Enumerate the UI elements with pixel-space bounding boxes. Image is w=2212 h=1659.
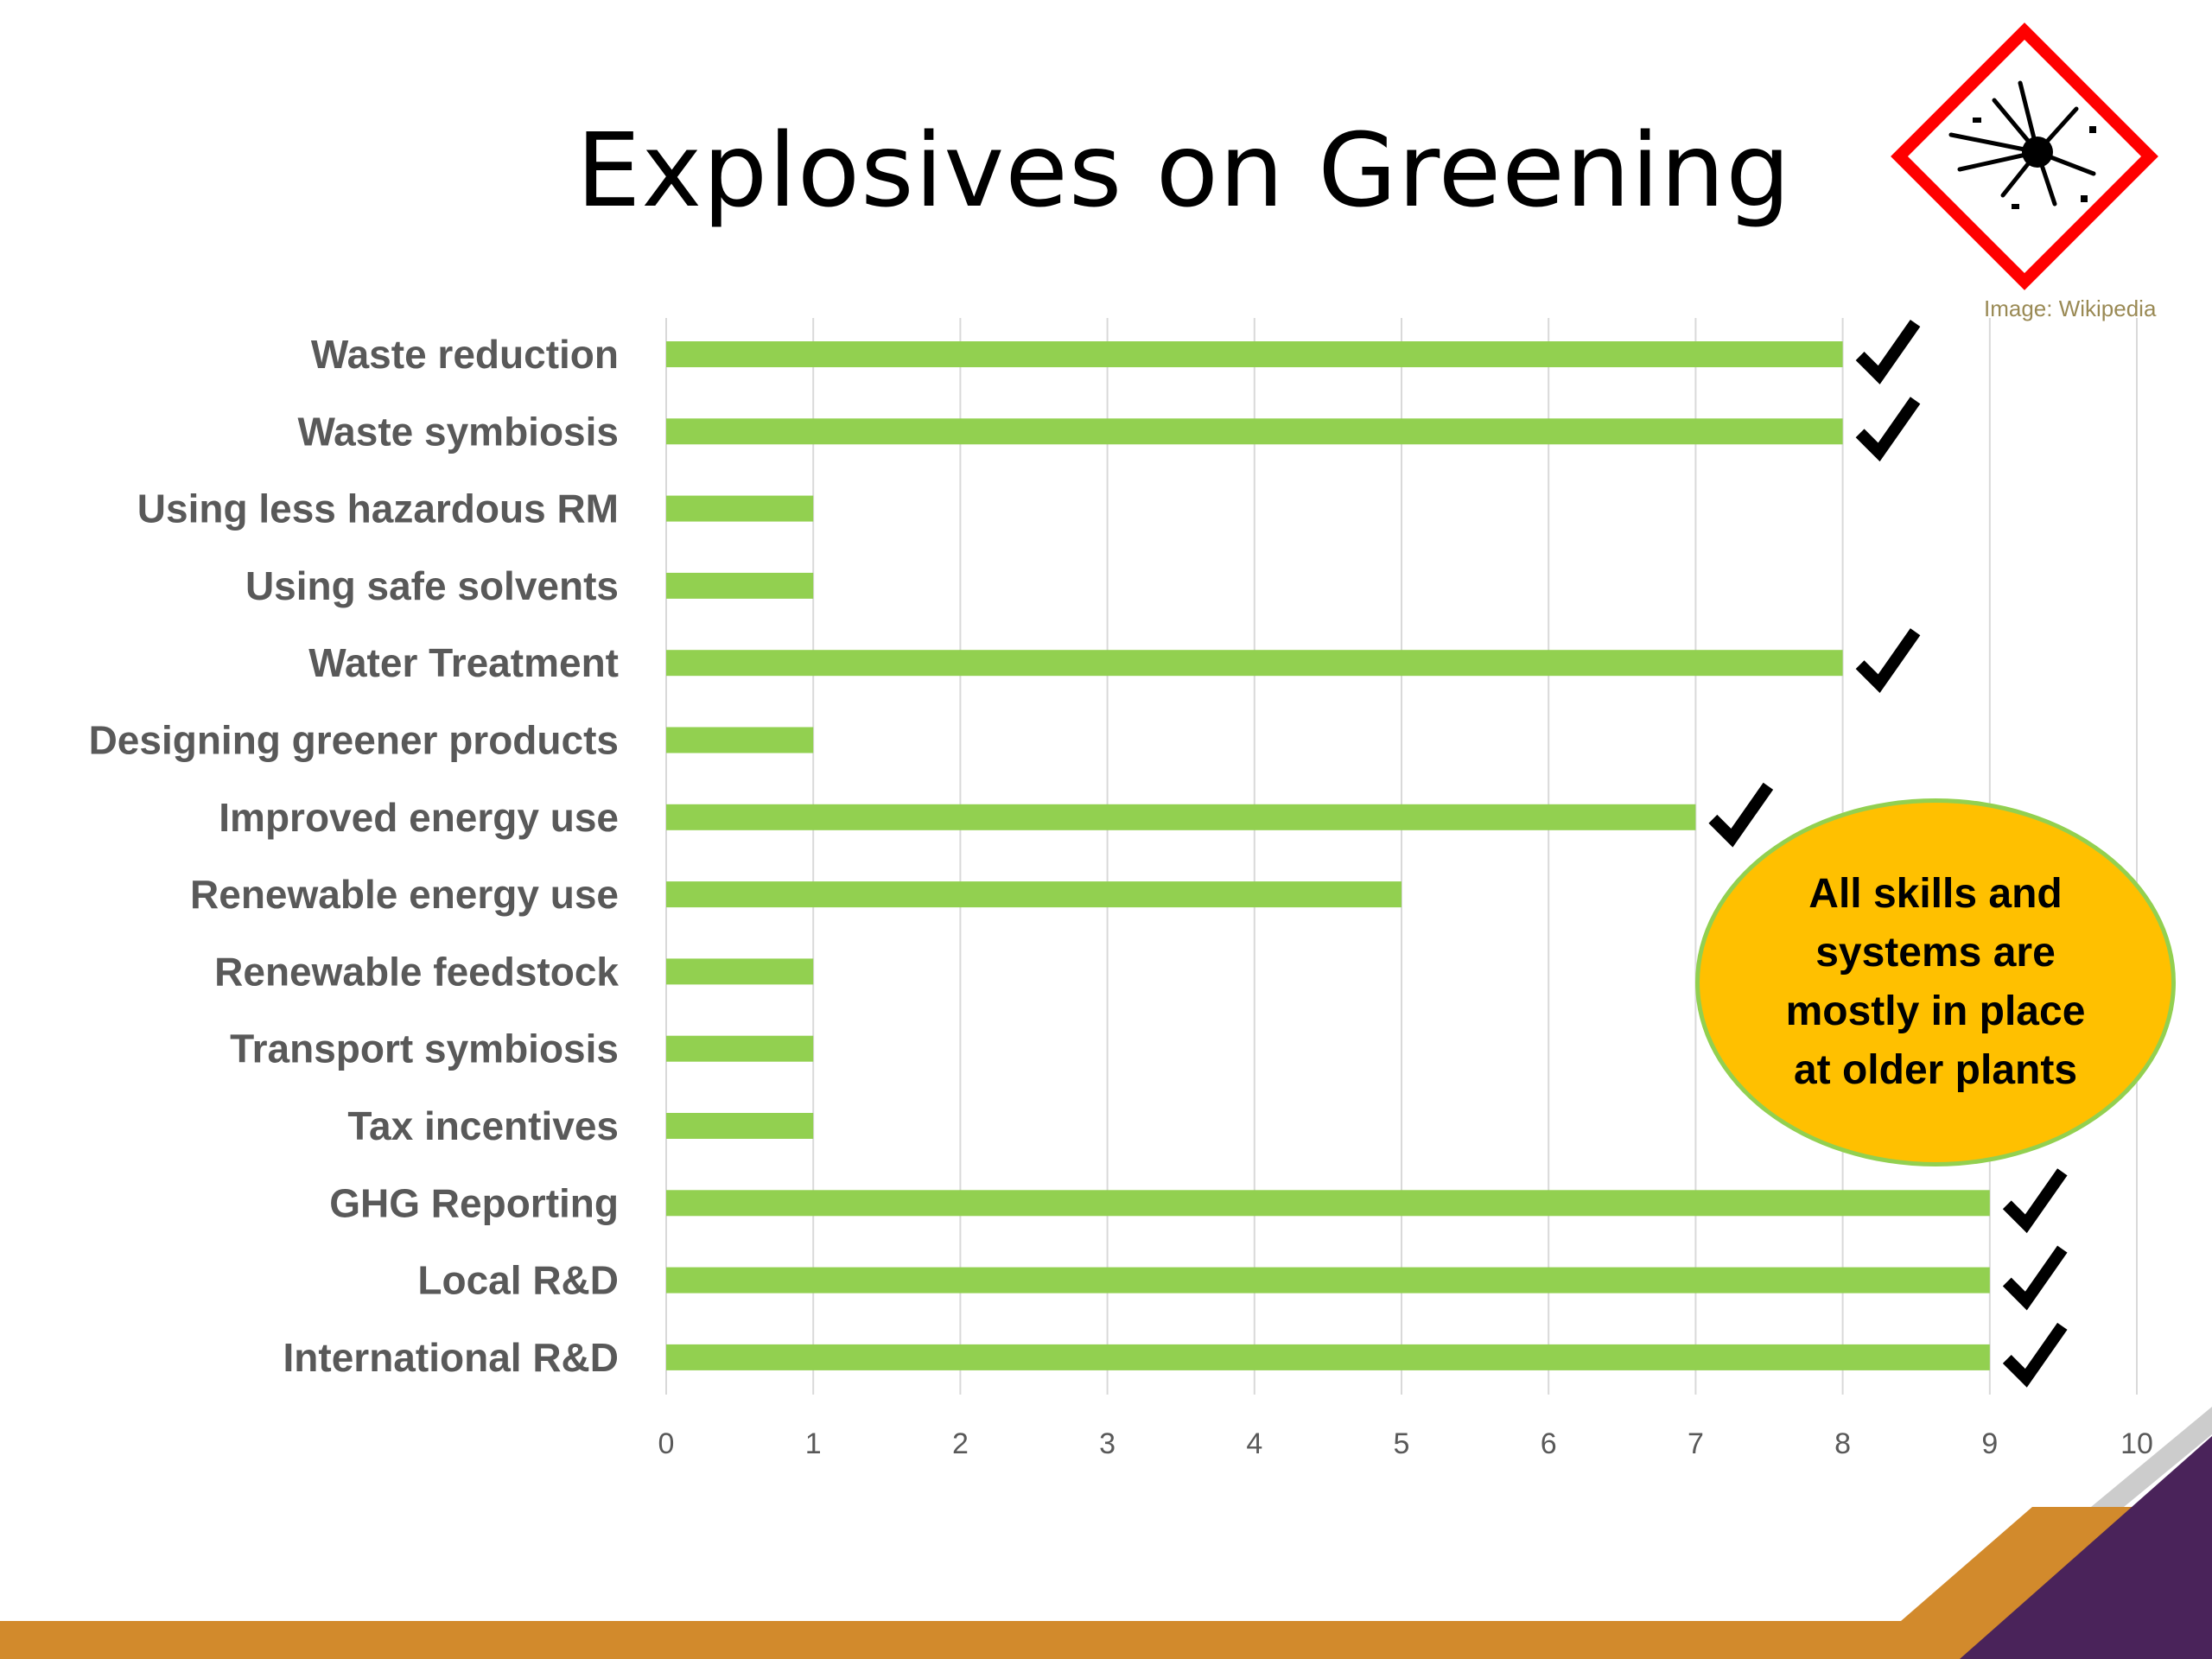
category-label: International R&D: [283, 1335, 619, 1380]
explosive-hazard-icon: [1891, 22, 2158, 290]
page-title: Explosives on Greening: [575, 111, 1792, 230]
x-tick-label: 3: [1099, 1427, 1116, 1460]
x-tick-label: 4: [1246, 1427, 1262, 1460]
category-label: Designing greener products: [89, 718, 619, 763]
category-labels: Waste reduction Waste symbiosis Using less…: [89, 332, 620, 1380]
bar: [666, 1267, 1990, 1294]
category-label: Using less hazardous RM: [137, 486, 619, 531]
bar: [666, 495, 814, 522]
x-tick-label: 2: [952, 1427, 969, 1460]
checkmarks: [1708, 319, 2068, 1388]
checkmark-icon: [1855, 319, 1921, 385]
x-tick-label: 10: [2120, 1427, 2153, 1460]
category-label: Waste reduction: [311, 332, 619, 377]
category-label: Using safe solvents: [245, 563, 619, 608]
x-tick-label: 6: [1541, 1427, 1557, 1460]
checkmark-icon: [1855, 397, 1921, 462]
category-label: Local R&D: [417, 1258, 619, 1303]
x-tick-label: 8: [1834, 1427, 1851, 1460]
x-tick-label: 5: [1394, 1427, 1410, 1460]
checkmark-icon: [1708, 782, 1774, 848]
category-label: Improved energy use: [219, 795, 619, 840]
category-label: Water Treatment: [308, 640, 619, 685]
x-tick-label: 7: [1688, 1427, 1704, 1460]
category-label: Tax incentives: [347, 1103, 619, 1148]
bar: [666, 1190, 1990, 1217]
bar: [666, 341, 1843, 367]
x-tick-label: 0: [658, 1427, 675, 1460]
category-label: GHG Reporting: [329, 1180, 619, 1225]
x-tick-label: 9: [1981, 1427, 1998, 1460]
category-label: Renewable feedstock: [214, 949, 619, 994]
bar: [666, 727, 814, 753]
bar: [666, 418, 1843, 445]
x-tick-label: 1: [805, 1427, 822, 1460]
category-label: Transport symbiosis: [230, 1027, 619, 1071]
x-tick-labels: 0 1 2 3 4 5 6 7 8 9 10: [658, 1427, 2153, 1460]
bar: [666, 804, 1696, 830]
bar: [666, 572, 814, 599]
category-label: Waste symbiosis: [297, 409, 619, 454]
bar: [666, 958, 814, 985]
bar: [666, 1344, 1990, 1370]
callout-bubble: All skills and systems are mostly in pla…: [1695, 798, 2176, 1166]
bars: [666, 341, 1990, 1370]
bar: [666, 650, 1843, 677]
checkmark-icon: [2002, 1245, 2068, 1311]
bar: [666, 1035, 814, 1062]
bar: [666, 1113, 814, 1139]
checkmark-icon: [2002, 1322, 2068, 1388]
checkmark-icon: [1855, 628, 1921, 694]
category-label: Renewable energy use: [190, 872, 619, 917]
bar: [666, 881, 1402, 908]
checkmark-icon: [2002, 1168, 2068, 1234]
callout-text: All skills and systems are mostly in pla…: [1785, 871, 2086, 1093]
image-credit: Image: Wikipedia: [1984, 296, 2157, 321]
